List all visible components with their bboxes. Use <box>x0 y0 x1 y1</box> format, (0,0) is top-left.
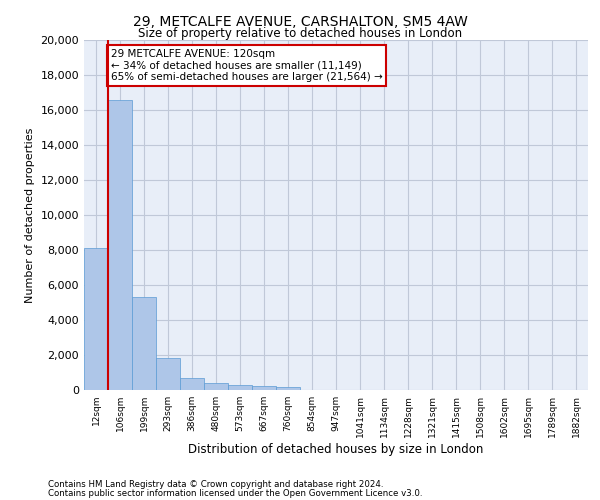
Bar <box>84 248 108 390</box>
Y-axis label: Number of detached properties: Number of detached properties <box>25 128 35 302</box>
Bar <box>132 297 156 390</box>
Text: Contains public sector information licensed under the Open Government Licence v3: Contains public sector information licen… <box>48 488 422 498</box>
Bar <box>204 384 228 390</box>
Bar <box>156 358 180 390</box>
Bar <box>252 386 276 390</box>
Text: Contains HM Land Registry data © Crown copyright and database right 2024.: Contains HM Land Registry data © Crown c… <box>48 480 383 489</box>
X-axis label: Distribution of detached houses by size in London: Distribution of detached houses by size … <box>188 442 484 456</box>
Bar <box>228 385 252 390</box>
Text: Size of property relative to detached houses in London: Size of property relative to detached ho… <box>138 28 462 40</box>
Text: 29 METCALFE AVENUE: 120sqm
← 34% of detached houses are smaller (11,149)
65% of : 29 METCALFE AVENUE: 120sqm ← 34% of deta… <box>111 49 383 82</box>
Bar <box>276 386 300 390</box>
Bar <box>108 100 132 390</box>
Bar <box>180 378 204 390</box>
Text: 29, METCALFE AVENUE, CARSHALTON, SM5 4AW: 29, METCALFE AVENUE, CARSHALTON, SM5 4AW <box>133 15 467 29</box>
